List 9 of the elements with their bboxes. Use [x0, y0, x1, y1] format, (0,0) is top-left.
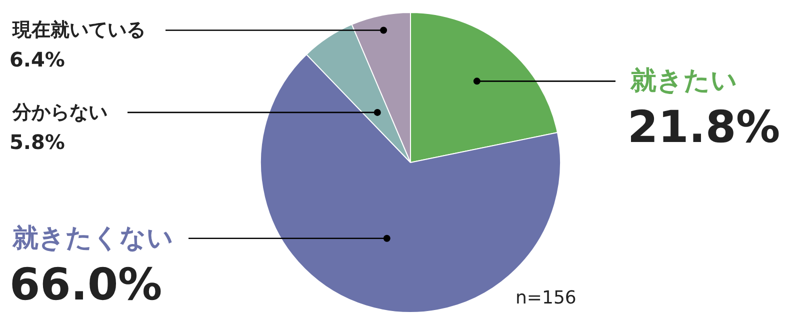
data-label: 5.8%	[10, 130, 65, 154]
text: n=156	[516, 288, 576, 308]
slice-label: 就きたい	[630, 66, 738, 96]
data-label: 6.4%	[10, 48, 65, 72]
slice-label: 就きたくない	[12, 223, 174, 254]
slice-label: 分からない	[12, 101, 108, 124]
data-label: 66.0%	[10, 259, 162, 310]
data-label: 21.8%	[628, 102, 780, 154]
slice-label: 現在就いている	[12, 19, 146, 42]
